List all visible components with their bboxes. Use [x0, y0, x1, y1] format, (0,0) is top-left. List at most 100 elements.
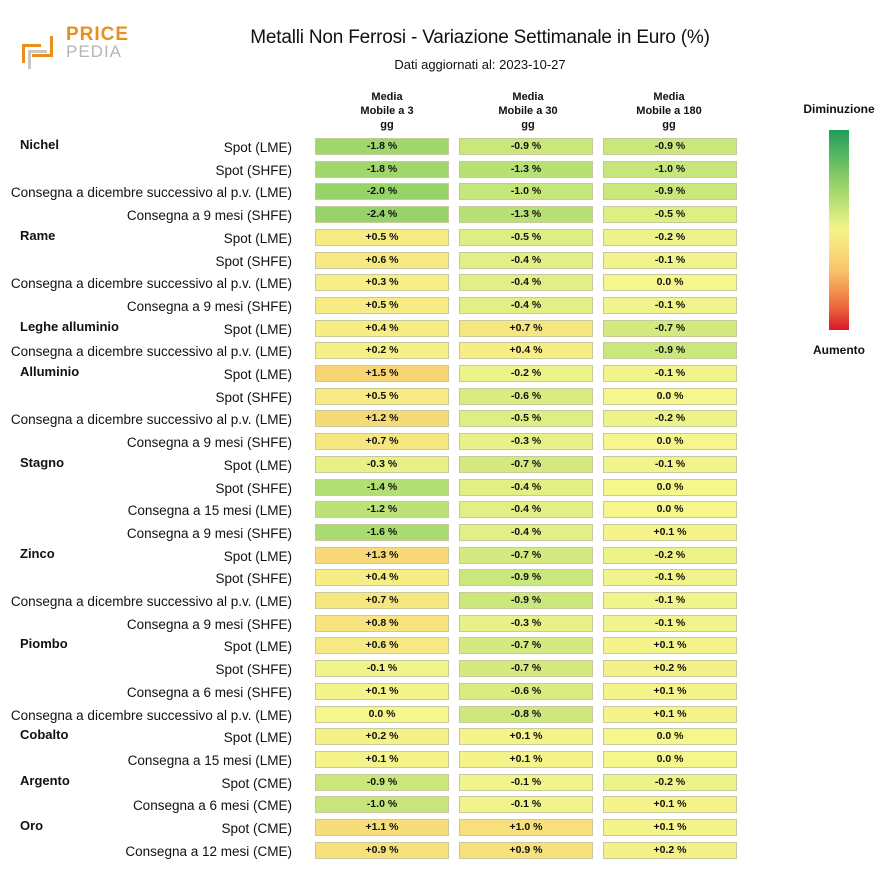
heatmap-cell: 0.0 %	[603, 478, 737, 496]
heatmap-cell: -2.4 %	[315, 206, 449, 224]
heatmap-cell: +1.5 %	[315, 365, 449, 382]
heatmap-cell: -0.7 %	[603, 319, 737, 337]
heatmap-cell: -0.3 %	[459, 433, 593, 451]
heatmap-cell: -0.4 %	[459, 523, 593, 541]
heatmap-cell: -0.4 %	[459, 501, 593, 519]
row-label: Spot (SHFE)	[215, 253, 292, 269]
heatmap-cell: -0.1 %	[603, 455, 737, 473]
heatmap-cell: -0.9 %	[603, 342, 737, 360]
heatmap-cell: +0.9 %	[459, 841, 593, 859]
row-label: Consegna a dicembre successivo al p.v. (…	[10, 594, 292, 609]
heatmap-cell: +0.7 %	[315, 433, 449, 451]
group-label: Piombo	[20, 636, 68, 652]
row-label: Consegna a 9 mesi (SHFE)	[126, 208, 292, 224]
group-label: Alluminio	[20, 364, 80, 379]
heatmap-cell: -1.8 %	[315, 160, 449, 178]
heatmap-cell: -0.4 %	[459, 296, 593, 314]
heatmap-cell: -0.2 %	[603, 546, 737, 564]
heatmap-cell: -1.0 %	[603, 160, 737, 178]
heatmap-cell: +0.7 %	[459, 319, 593, 337]
row-label: Consegna a 9 mesi (SHFE)	[126, 616, 292, 632]
heatmap-cell: -0.5 %	[459, 228, 593, 246]
column-header-mm3: Media Mobile a 3 gg	[360, 91, 414, 131]
row-label: Spot (LME)	[223, 140, 292, 155]
heatmap-cell: -0.7 %	[459, 455, 593, 473]
heatmap-cell: +0.5 %	[315, 296, 449, 314]
heatmap-cell: -0.9 %	[603, 183, 737, 201]
group-label: Argento	[20, 772, 70, 788]
heatmap-cell: -0.1 %	[603, 592, 737, 609]
heatmap-cell: +0.1 %	[315, 750, 449, 768]
row-label: Spot (SHFE)	[215, 571, 292, 587]
heatmap-cell: +0.2 %	[603, 660, 737, 678]
row-label: Spot (LME)	[223, 321, 292, 337]
heatmap-cell: -0.2 %	[603, 410, 737, 428]
heatmap-cell: +0.1 %	[603, 705, 737, 723]
heatmap-cell: -0.9 %	[459, 138, 593, 155]
heatmap-cell: +0.5 %	[315, 387, 449, 405]
heatmap-cell: -1.2 %	[315, 501, 449, 519]
heatmap-cell: -0.2 %	[459, 365, 593, 382]
row-label: Spot (SHFE)	[215, 389, 292, 405]
heatmap-cell: -0.8 %	[459, 705, 593, 723]
heatmap-cell: +0.4 %	[315, 569, 449, 587]
heatmap-cell: +0.7 %	[315, 592, 449, 609]
group-label: Leghe alluminio	[20, 318, 119, 334]
row-label: Spot (CME)	[221, 775, 292, 791]
row-label: Consegna a 6 mesi (CME)	[132, 798, 292, 814]
heatmap-cell: -0.9 %	[603, 138, 737, 155]
row-label: Spot (LME)	[223, 457, 292, 473]
heatmap-cell: 0.0 %	[315, 705, 449, 723]
heatmap-cell: -0.9 %	[315, 773, 449, 791]
group-label: Rame	[20, 227, 56, 243]
heatmap-cell: -0.2 %	[603, 228, 737, 246]
heatmap-cell: 0.0 %	[603, 387, 737, 405]
heatmap-cell: +0.1 %	[603, 682, 737, 700]
row-label: Spot (SHFE)	[215, 662, 292, 678]
heatmap-cell: +0.2 %	[315, 342, 449, 360]
row-label: Consegna a 15 mesi (LME)	[127, 752, 292, 768]
row-label: Consegna a dicembre successivo al p.v. (…	[10, 412, 292, 428]
row-label: Spot (LME)	[223, 730, 292, 746]
heatmap-cell: +0.4 %	[459, 342, 593, 360]
heatmap-cell: -0.7 %	[459, 660, 593, 678]
heatmap-cell: -0.9 %	[459, 592, 593, 609]
heatmap-cell: -0.4 %	[459, 274, 593, 292]
heatmap-cell: -0.1 %	[603, 569, 737, 587]
heatmap-cell: -0.9 %	[459, 569, 593, 587]
heatmap-cell: 0.0 %	[603, 728, 737, 746]
heatmap-cell: +0.1 %	[603, 523, 737, 541]
row-label: Consegna a dicembre successivo al p.v. (…	[10, 276, 292, 292]
row-label: Consegna a 6 mesi (SHFE)	[126, 684, 292, 700]
row-label: Consegna a dicembre successivo al p.v. (…	[10, 344, 292, 360]
row-label: Spot (LME)	[223, 548, 292, 564]
heatmap-cell: -0.1 %	[603, 614, 737, 632]
heatmap-cell: +0.6 %	[315, 637, 449, 655]
legend-label-decrease: Diminuzione	[803, 102, 875, 116]
heatmap-cell: +1.3 %	[315, 546, 449, 564]
row-label: Spot (LME)	[223, 367, 292, 382]
group-label: Oro	[20, 818, 44, 833]
row-label: Consegna a 9 mesi (SHFE)	[126, 525, 292, 541]
heatmap-cell: +0.4 %	[315, 319, 449, 337]
heatmap-cell: 0.0 %	[603, 433, 737, 451]
heatmap-cell: -0.7 %	[459, 546, 593, 564]
row-label: Spot (CME)	[221, 821, 292, 836]
heatmap-cell: -0.7 %	[459, 637, 593, 655]
heatmap-cell: +0.1 %	[459, 750, 593, 768]
heatmap-cell: -0.5 %	[603, 206, 737, 224]
heatmap-cell: -0.1 %	[459, 796, 593, 814]
row-label: Spot (LME)	[223, 230, 292, 246]
heatmap-cell: -1.3 %	[459, 206, 593, 224]
heatmap-cell: +0.1 %	[603, 637, 737, 655]
heatmap-cell: -0.6 %	[459, 387, 593, 405]
heatmap-cell: -0.1 %	[459, 773, 593, 791]
heatmap-cell: +1.1 %	[315, 819, 449, 836]
heatmap-cell: +0.5 %	[315, 228, 449, 246]
column-header-mm30: Media Mobile a 30 gg	[498, 91, 558, 131]
group-label: Zinco	[20, 545, 55, 561]
heatmap-cell: +1.2 %	[315, 410, 449, 428]
heatmap-cell: -0.1 %	[315, 660, 449, 678]
row-label: Consegna a 9 mesi (SHFE)	[126, 435, 292, 451]
chart-subtitle: Dati aggiornati al: 2023-10-27	[394, 57, 566, 72]
